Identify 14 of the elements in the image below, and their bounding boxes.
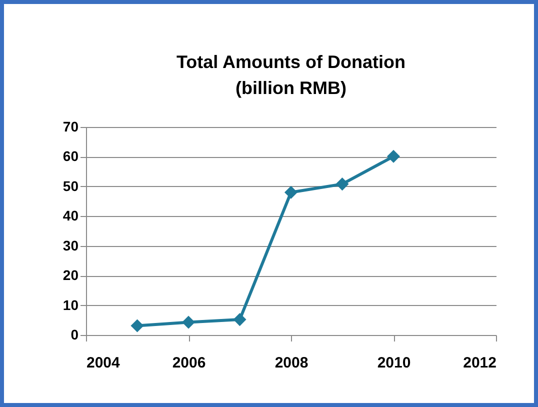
x-tick-label: 2012 <box>463 354 496 372</box>
y-tick-label: 20 <box>62 267 79 284</box>
y-tick-label: 10 <box>62 296 79 313</box>
y-tick-label: 50 <box>62 178 79 194</box>
y-tick-label: 40 <box>62 208 79 224</box>
y-tick-label: 70 <box>62 118 79 134</box>
x-tick-label: 2004 <box>86 354 121 372</box>
chart-title: Total Amounts of Donation (billion RMB) <box>176 52 406 98</box>
y-tick-label: 60 <box>62 148 79 164</box>
x-tick-label: 2006 <box>172 354 206 372</box>
x-tick-label: 2010 <box>377 354 411 372</box>
y-tick-label: 0 <box>70 326 79 342</box>
y-tick-label: 30 <box>62 237 79 254</box>
x-tick-label: 2008 <box>274 354 308 372</box>
